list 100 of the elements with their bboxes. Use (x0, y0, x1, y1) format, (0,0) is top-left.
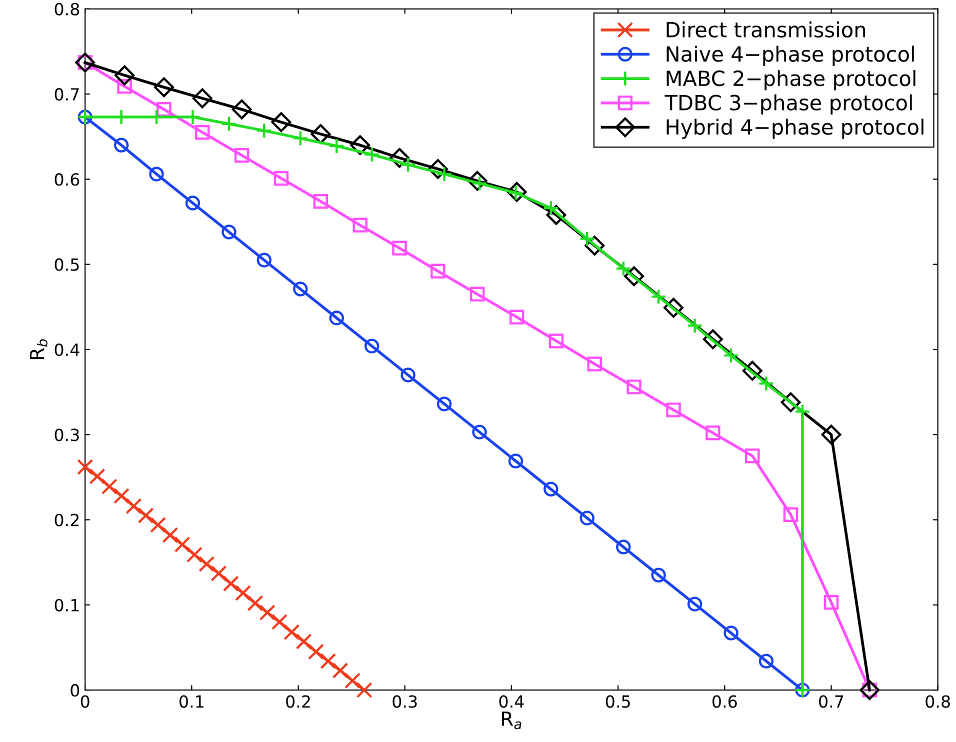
point (220, 116, 238, 132)
point (89, 468, 106, 484)
point (308, 644, 324, 660)
point (329, 310, 344, 326)
y-tick-label: 0.8 (54, 2, 80, 16)
y-axis-title: R$_{b}$ (30, 339, 48, 360)
point (271, 112, 292, 132)
legend-label: Naive 4−phase protocol (666, 46, 914, 66)
point (138, 507, 154, 524)
point (584, 236, 605, 256)
point (706, 426, 720, 440)
point (780, 392, 801, 412)
y-tick-label: 0 (70, 684, 80, 697)
point (114, 65, 134, 86)
point (546, 205, 566, 225)
point (794, 404, 811, 420)
legend-label: Hybrid 4−phase protocol (666, 118, 924, 139)
point (332, 662, 348, 679)
x-tick-label: 0.1 (180, 695, 204, 708)
point (320, 653, 336, 670)
x-tick-label: 0 (80, 695, 90, 708)
point (271, 614, 288, 630)
point (824, 595, 839, 610)
point (508, 454, 524, 468)
point (328, 138, 345, 154)
point (742, 360, 762, 381)
point (284, 624, 300, 640)
x-tick-label: 0.5 (606, 695, 630, 708)
y-tick-label: 0.4 (54, 343, 80, 356)
point (544, 482, 558, 496)
point (292, 130, 308, 146)
y-tick-label: 0.3 (54, 428, 79, 442)
point (702, 329, 723, 350)
point (274, 170, 289, 186)
point (156, 102, 172, 117)
point (222, 224, 236, 240)
y-tick-label: 0.1 (54, 598, 79, 612)
point (364, 146, 380, 163)
point (745, 448, 760, 464)
y-tick-label: 0.7 (54, 88, 79, 101)
point (101, 478, 118, 495)
point (256, 252, 272, 268)
point (293, 282, 308, 296)
point (148, 108, 165, 126)
point (587, 356, 602, 372)
point (149, 166, 164, 182)
legend-label: TDBC 3−phase protocol (664, 94, 912, 115)
point (310, 124, 331, 144)
point (616, 540, 631, 554)
y-tick-label: 0.6 (54, 173, 80, 186)
point (259, 604, 276, 621)
point (364, 338, 380, 354)
point (186, 546, 203, 563)
point (650, 288, 667, 305)
point (509, 310, 524, 324)
point (467, 170, 488, 191)
point (114, 138, 129, 152)
point (356, 682, 372, 698)
x-tick-label: 0.2 (286, 695, 310, 708)
point (192, 88, 212, 108)
x-tick-label: 0.6 (712, 695, 737, 708)
point (113, 108, 130, 126)
point (758, 654, 774, 668)
point (234, 148, 250, 163)
point (235, 584, 252, 602)
point (430, 264, 446, 279)
point (390, 148, 410, 168)
point (666, 402, 681, 418)
point (350, 135, 370, 156)
point (626, 380, 642, 394)
point (783, 507, 798, 522)
point (664, 298, 684, 318)
x-axis-title: R$_{a}$ (502, 712, 522, 730)
point (194, 125, 210, 140)
point (222, 576, 239, 592)
point (400, 156, 416, 173)
point (162, 527, 178, 544)
point (117, 79, 132, 94)
point (210, 565, 227, 582)
point (472, 424, 487, 440)
point (624, 266, 644, 286)
legend-label: MABC 2−phase protocol (666, 70, 916, 90)
y-tick-label: 0.2 (54, 514, 79, 526)
point (154, 77, 174, 98)
point (548, 334, 564, 348)
point (580, 510, 594, 526)
point (174, 536, 190, 553)
point (344, 672, 360, 689)
point (296, 633, 312, 650)
point (758, 375, 774, 392)
point (232, 99, 252, 120)
point (400, 368, 416, 382)
x-tick-label: 0.3 (392, 695, 417, 708)
point (352, 218, 368, 233)
point (198, 556, 215, 572)
point (470, 286, 485, 302)
point (821, 424, 842, 445)
point (436, 396, 452, 412)
x-tick-label: 0.8 (926, 695, 950, 708)
point (126, 498, 142, 514)
